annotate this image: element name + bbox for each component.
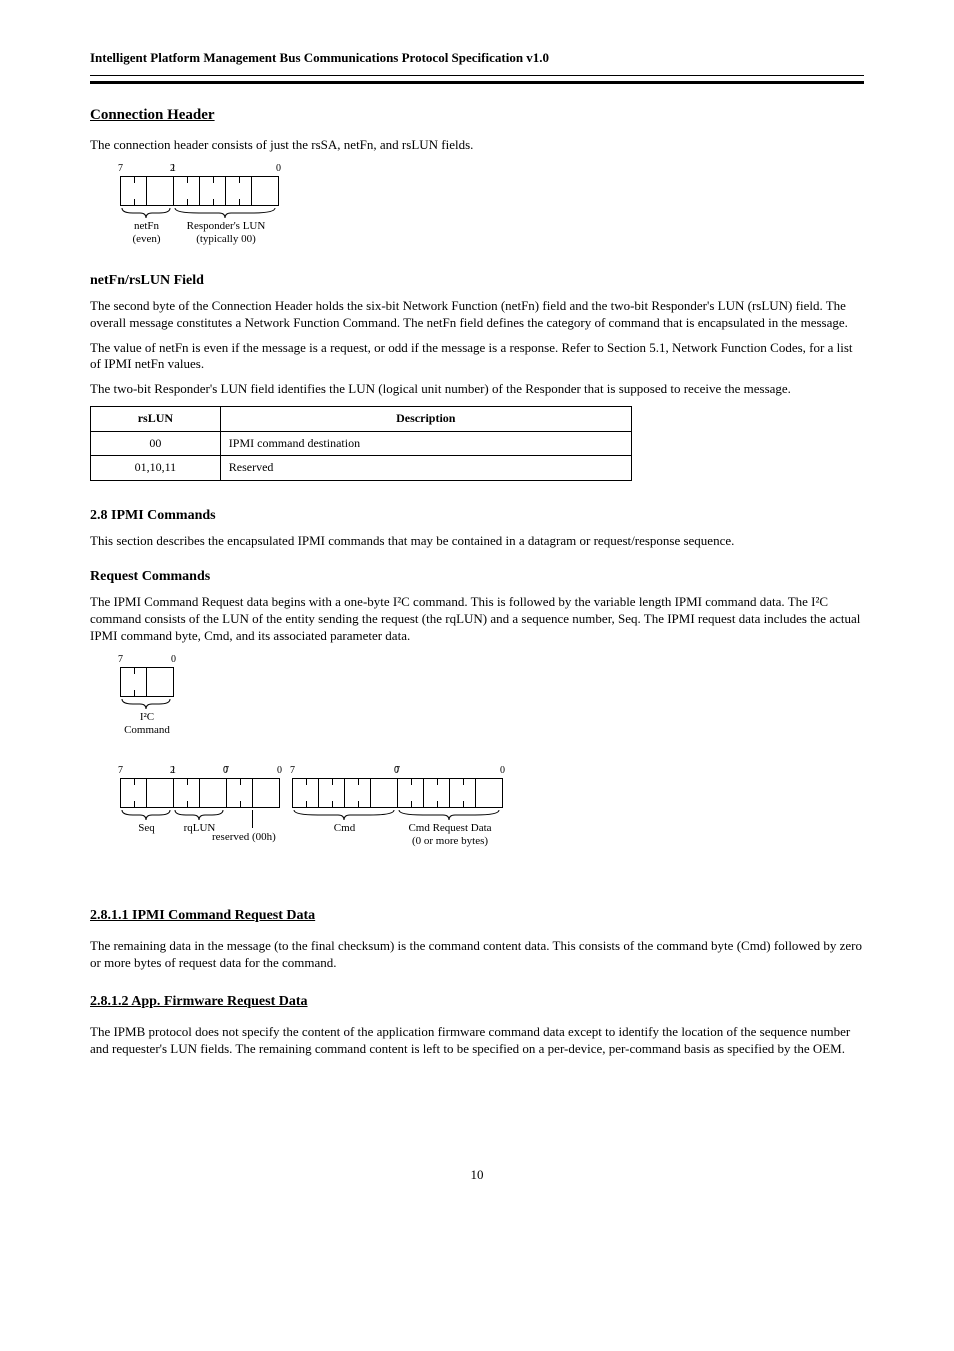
table-row: 00IPMI command destination bbox=[91, 431, 632, 456]
netfn-p1: The second byte of the Connection Header… bbox=[90, 298, 864, 332]
bit-index: 7 bbox=[118, 162, 123, 175]
bit-index: 7 bbox=[118, 653, 123, 666]
appfw-req-data-body: The IPMB protocol does not specify the c… bbox=[90, 1024, 864, 1058]
netfn-p3: The two-bit Responder's LUN field identi… bbox=[90, 381, 864, 398]
bit-index: 0 bbox=[276, 162, 281, 175]
bit-index: 7 bbox=[290, 764, 295, 777]
page-number: 10 bbox=[90, 1167, 864, 1184]
header-rule-thin bbox=[90, 75, 864, 76]
bit-cell bbox=[476, 779, 502, 807]
section-connection-header-title: Connection Header bbox=[90, 106, 864, 126]
bit-index: 0 bbox=[277, 764, 282, 777]
brace-icon bbox=[120, 810, 173, 820]
bit-cell bbox=[147, 177, 173, 205]
bit-index: 1 bbox=[171, 162, 176, 175]
bit-cell bbox=[371, 779, 397, 807]
section-ipmi-req-data-title: 2.8.1.1 IPMI Command Request Data bbox=[90, 907, 864, 925]
rslun-col-0: rsLUN bbox=[91, 407, 221, 432]
bit-cell bbox=[319, 779, 345, 807]
netfn-p2: The value of netFn is even if the messag… bbox=[90, 340, 864, 374]
reserved-label: reserved (00h) bbox=[212, 830, 276, 844]
group-label: Responder's LUN(typically 00) bbox=[173, 220, 279, 245]
brace-icon bbox=[173, 810, 226, 820]
request-commands-p1: The IPMI Command Request data begins wit… bbox=[90, 594, 864, 645]
group-label: Seq bbox=[120, 822, 173, 835]
bit-index: 7 bbox=[118, 764, 123, 777]
bit-cell bbox=[147, 779, 173, 807]
table-row: 01,10,11Reserved bbox=[91, 456, 632, 481]
bit-cell bbox=[252, 177, 278, 205]
table-cell: 00 bbox=[91, 431, 221, 456]
bit-index: 1 bbox=[171, 764, 176, 777]
bit-cell bbox=[398, 779, 424, 807]
section-appfw-req-data-title: 2.8.1.2 App. Firmware Request Data bbox=[90, 993, 864, 1011]
bit-cell bbox=[174, 779, 200, 807]
brace-icon bbox=[397, 810, 503, 820]
bit-index: 0 bbox=[171, 653, 176, 666]
group-label: I²CCommand bbox=[120, 711, 174, 736]
table-cell: Reserved bbox=[220, 456, 631, 481]
rslun-col-1: Description bbox=[220, 407, 631, 432]
connection-header-intro: The connection header consists of just t… bbox=[90, 137, 864, 154]
diagram-i2c-command: 7 0 I²CCommand bbox=[120, 653, 864, 736]
diagram-request-row: 72 Seq10 rqLUN70reserved (00h)70 Cmd70 C… bbox=[120, 764, 864, 847]
brace-icon bbox=[173, 208, 279, 218]
table-cell: IPMI command destination bbox=[220, 431, 631, 456]
ipmi-commands-intro: This section describes the encapsulated … bbox=[90, 533, 864, 550]
bit-cell bbox=[121, 668, 147, 696]
brace-icon bbox=[292, 810, 397, 820]
bit-cell bbox=[147, 668, 173, 696]
bit-cell bbox=[450, 779, 476, 807]
bit-index: 0 bbox=[500, 764, 505, 777]
bit-cell bbox=[293, 779, 319, 807]
bit-index: 7 bbox=[224, 764, 229, 777]
page-title: Intelligent Platform Management Bus Comm… bbox=[90, 50, 864, 67]
heading-ipmi-commands: 2.8 IPMI Commands bbox=[90, 507, 864, 525]
bit-cell bbox=[424, 779, 450, 807]
bit-cell bbox=[253, 779, 279, 807]
group-label: Cmd Request Data(0 or more bytes) bbox=[397, 822, 503, 847]
diagram-netfn-rslun: 72 netFn(even)10 Responder's LUN(typical… bbox=[120, 162, 864, 245]
bit-cell bbox=[200, 779, 226, 807]
bit-cell bbox=[227, 779, 253, 807]
heading-netfn-rslun: netFn/rsLUN Field bbox=[90, 272, 864, 290]
ipmi-req-data-body: The remaining data in the message (to th… bbox=[90, 938, 864, 972]
heading-request-commands: Request Commands bbox=[90, 568, 864, 586]
table-rslun: rsLUN Description 00IPMI command destina… bbox=[90, 406, 632, 481]
bit-cell bbox=[121, 177, 147, 205]
brace-icon bbox=[120, 208, 173, 218]
header-rule-thick bbox=[90, 81, 864, 84]
bit-cell bbox=[345, 779, 371, 807]
brace-icon bbox=[120, 699, 174, 709]
bit-cell bbox=[200, 177, 226, 205]
group-label: netFn(even) bbox=[120, 220, 173, 245]
bit-index: 7 bbox=[395, 764, 400, 777]
bit-cell bbox=[121, 779, 147, 807]
table-cell: 01,10,11 bbox=[91, 456, 221, 481]
leader-line bbox=[252, 810, 253, 828]
bit-cell bbox=[174, 177, 200, 205]
group-label: Cmd bbox=[292, 822, 397, 835]
bit-cell bbox=[226, 177, 252, 205]
